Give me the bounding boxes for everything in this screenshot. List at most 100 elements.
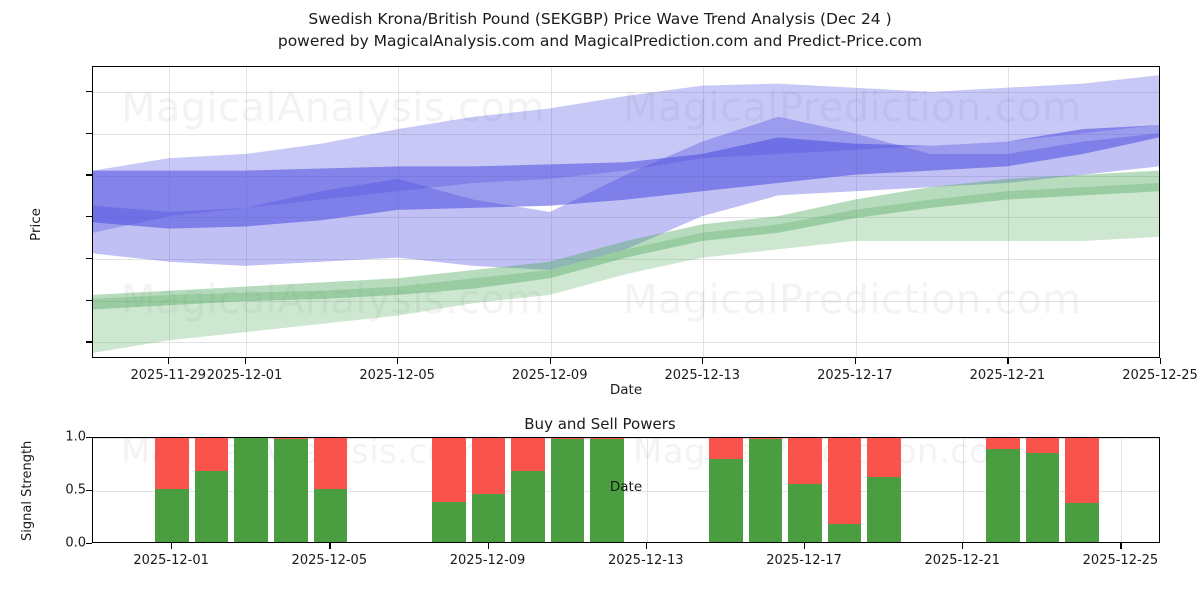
sell-power-segment xyxy=(194,438,229,471)
gridline-vertical xyxy=(1121,438,1123,542)
sell-power-segment xyxy=(788,438,822,484)
price-wave-bands xyxy=(93,75,1159,353)
page-title: Swedish Krona/British Pound (SEKGBP) Pri… xyxy=(0,8,1200,52)
signal-bar xyxy=(748,438,783,542)
buy-power-segment xyxy=(155,489,189,542)
signal-bar xyxy=(550,438,585,542)
buy-power-segment xyxy=(274,439,308,542)
signal-bar xyxy=(274,438,308,542)
signal-bar xyxy=(313,438,348,542)
price-y-axis-label: Price xyxy=(28,208,44,241)
buy-power-segment xyxy=(867,477,901,542)
buy-power-segment xyxy=(827,524,862,542)
price-x-tick-mark xyxy=(549,358,551,364)
signal-bar xyxy=(194,438,229,542)
signal-bar xyxy=(986,438,1020,542)
price-x-tick-mark xyxy=(702,358,704,364)
gridline-horizontal xyxy=(93,92,1159,93)
sell-power-segment xyxy=(590,438,624,440)
sell-power-segment xyxy=(1025,438,1060,453)
gridline-vertical xyxy=(703,67,705,357)
buy-power-segment xyxy=(1065,502,1099,542)
gridline-vertical xyxy=(1008,67,1010,357)
price-x-axis-label: Date xyxy=(609,382,643,398)
powers-x-axis-label: Date xyxy=(609,479,643,495)
price-x-tick-mark xyxy=(397,358,399,364)
gridline-vertical xyxy=(398,67,400,357)
buy-power-segment xyxy=(194,471,229,542)
powers-y-tick-mark xyxy=(86,437,92,439)
gridline-horizontal xyxy=(93,491,1159,492)
powers-y-tick-mark xyxy=(86,490,92,492)
gridline-horizontal xyxy=(93,133,1159,135)
price-y-tick-mark xyxy=(86,216,92,218)
price-x-tick-mark xyxy=(168,358,170,364)
signal-bar xyxy=(155,438,189,542)
sell-power-segment xyxy=(1065,438,1099,503)
price-y-tick-mark xyxy=(86,257,92,260)
sell-power-segment xyxy=(867,438,901,478)
gridline-vertical xyxy=(550,67,552,357)
sell-power-segment xyxy=(827,438,862,524)
price-x-tick-label: 2025-12-01 xyxy=(206,368,283,383)
powers-x-tick-label: 2025-12-25 xyxy=(1082,553,1159,568)
powers-x-tick-mark xyxy=(487,543,489,549)
signal-bar xyxy=(827,438,862,542)
price-x-tick-label: 2025-12-05 xyxy=(359,368,435,383)
signal-bar xyxy=(511,438,545,542)
sell-power-segment xyxy=(432,438,466,502)
sell-power-segment xyxy=(550,438,585,440)
buy-power-segment xyxy=(590,439,624,542)
sell-power-segment xyxy=(986,438,1020,449)
title-line-1: Swedish Krona/British Pound (SEKGBP) Pri… xyxy=(308,10,892,28)
powers-x-tick-label: 2025-12-05 xyxy=(291,553,368,568)
signal-bar xyxy=(471,438,506,542)
powers-x-tick-label: 2025-12-17 xyxy=(766,553,842,568)
price-y-tick-mark xyxy=(86,299,92,301)
buy-power-segment xyxy=(234,438,268,542)
price-x-tick-label: 2025-12-09 xyxy=(511,368,588,383)
powers-x-tick-mark xyxy=(962,543,964,549)
wave-band-green-lower-band xyxy=(93,183,1159,353)
price-x-tick-label: 2025-11-29 xyxy=(130,368,207,383)
price-x-tick-mark xyxy=(1160,358,1162,364)
powers-title: Buy and Sell Powers xyxy=(524,415,676,433)
price-y-tick-mark xyxy=(86,341,92,343)
price-x-tick-label: 2025-12-17 xyxy=(817,368,893,383)
gridline-vertical xyxy=(855,67,857,357)
gridline-vertical xyxy=(963,438,965,542)
buy-power-segment xyxy=(432,501,466,542)
signal-bar xyxy=(788,438,822,542)
gridline-horizontal xyxy=(93,438,1159,439)
signal-bar xyxy=(234,438,268,542)
powers-x-tick-label: 2025-12-21 xyxy=(924,553,1000,568)
buy-power-segment xyxy=(471,494,506,542)
buy-power-segment xyxy=(1025,453,1060,542)
powers-x-tick-label: 2025-12-01 xyxy=(133,553,209,568)
sell-power-segment xyxy=(155,438,189,489)
gridline-horizontal xyxy=(93,217,1159,219)
price-x-tick-mark xyxy=(854,358,857,364)
buy-power-segment xyxy=(511,471,545,542)
signal-bar xyxy=(1065,438,1099,542)
price-x-tick-label: 2025-12-21 xyxy=(969,368,1046,383)
price-x-tick-mark xyxy=(244,358,246,364)
powers-y-axis-label: Signal Strength xyxy=(20,440,35,541)
powers-y-tick-label: 0.5 xyxy=(65,482,86,498)
gridline-horizontal xyxy=(93,300,1159,302)
price-x-tick-label: 2025-12-13 xyxy=(664,368,741,383)
gridline-horizontal xyxy=(93,342,1159,344)
signal-bar xyxy=(867,438,901,542)
buy-power-segment xyxy=(709,459,743,542)
signal-bar xyxy=(590,438,624,542)
price-x-tick-label: 2025-12-25 xyxy=(1122,368,1198,383)
buy-power-segment xyxy=(748,439,783,542)
signal-bar xyxy=(1025,438,1060,542)
price-plot-area: MagicalAnalysis.com MagicalPrediction.co… xyxy=(92,66,1160,358)
title-line-2: powered by MagicalAnalysis.com and Magic… xyxy=(277,32,923,50)
buy-power-segment xyxy=(550,439,585,542)
gridline-horizontal xyxy=(93,258,1159,260)
powers-y-tick-label: 1.0 xyxy=(65,429,86,445)
wave-band-green-upper-band xyxy=(93,170,1159,310)
price-y-tick-mark xyxy=(86,132,92,134)
